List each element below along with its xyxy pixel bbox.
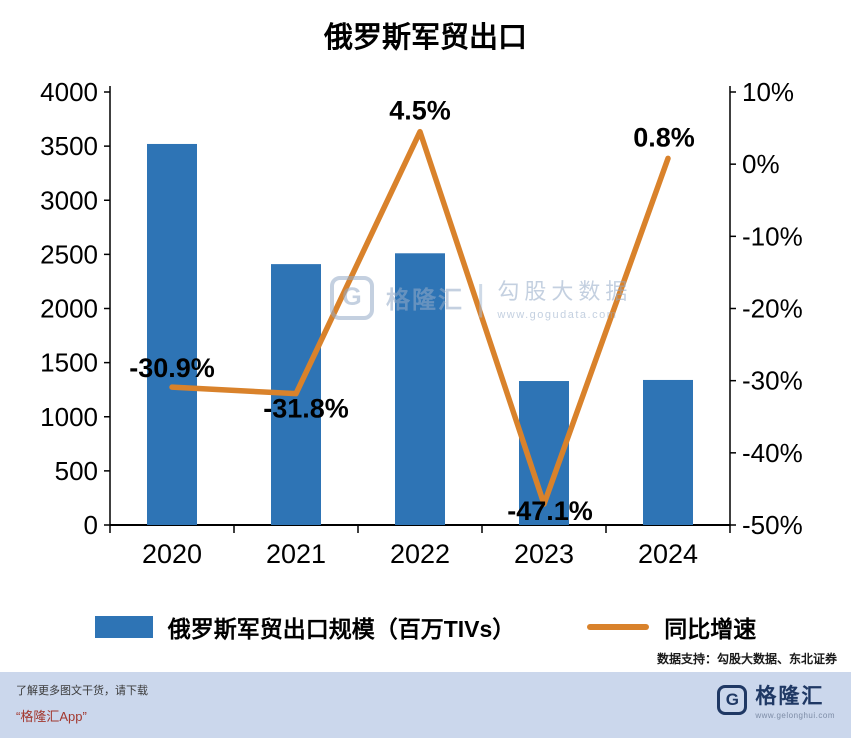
gelonghui-logo-url: www.gelonghui.com — [755, 711, 835, 721]
left-axis-tick-label: 2000 — [40, 294, 98, 324]
right-axis-tick-label: -20% — [742, 294, 803, 324]
x-axis-category-label: 2021 — [266, 539, 326, 569]
left-axis-tick-label: 0 — [84, 510, 98, 540]
x-axis-category-label: 2022 — [390, 539, 450, 569]
growth-line — [169, 128, 671, 507]
legend-item-bar: 俄罗斯军贸出口规模（百万TIVs） — [94, 610, 516, 644]
right-axis-tick-label: -40% — [742, 438, 803, 468]
bar-series-swatch — [94, 616, 153, 638]
bar-2020 — [147, 143, 197, 525]
gelonghui-logo: G 格隆汇 www.gelonghui.com — [717, 685, 835, 720]
footer-band: 了解更多图文干货，请下载 “格隆汇App” G 格隆汇 www.gelonghu… — [0, 672, 851, 738]
legend: 俄罗斯军贸出口规模（百万TIVs） 同比增速 — [0, 610, 851, 644]
left-axis-tick-label: 4000 — [40, 77, 98, 107]
left-axis-tick-label: 2500 — [40, 239, 98, 269]
left-axis-tick-label: 1000 — [40, 402, 98, 432]
legend-line-label: 同比增速 — [664, 616, 757, 642]
gelonghui-g-icon: G — [717, 685, 748, 715]
right-axis-tick-label: 0% — [742, 149, 780, 179]
gelonghui-logo-text: 格隆汇 — [755, 685, 825, 708]
left-axis-tick-label: 1500 — [40, 348, 98, 378]
line-data-label-2022: 4.5% — [389, 96, 451, 126]
line-data-label-2024: 0.8% — [633, 122, 695, 152]
x-axis-category-label: 2020 — [142, 539, 202, 569]
line-data-label-2023: -47.1% — [507, 496, 593, 526]
chart-title: 俄罗斯军贸出口 — [323, 22, 527, 54]
left-axis-tick-label: 3000 — [40, 185, 98, 215]
legend-bar-label: 俄罗斯军贸出口规模（百万TIVs） — [167, 616, 516, 642]
data-support-note: 数据支持：勾股大数据、东北证券 — [656, 652, 837, 666]
right-axis-tick-label: -10% — [742, 221, 803, 251]
line-series-swatch — [587, 624, 650, 630]
right-axis-tick-label: -50% — [742, 510, 803, 540]
x-axis-category-label: 2023 — [514, 539, 574, 569]
line-data-label-2021: -31.8% — [263, 394, 349, 424]
bar-2024 — [643, 379, 693, 525]
right-axis-tick-label: 10% — [742, 77, 794, 107]
left-axis-tick-label: 500 — [55, 456, 98, 486]
right-axis-tick-label: -30% — [742, 366, 803, 396]
footer-promo-line1: 了解更多图文干货，请下载 — [16, 685, 148, 697]
line-data-label-2020: -30.9% — [129, 353, 215, 383]
bar-2022 — [395, 253, 445, 526]
x-axis-category-label: 2024 — [638, 539, 698, 569]
footer-promo-line2: “格隆汇App” — [16, 709, 87, 724]
legend-item-line: 同比增速 — [587, 610, 756, 644]
left-axis-tick-label: 3500 — [40, 131, 98, 161]
footer-promo: 了解更多图文干货，请下载 “格隆汇App” — [16, 682, 148, 725]
